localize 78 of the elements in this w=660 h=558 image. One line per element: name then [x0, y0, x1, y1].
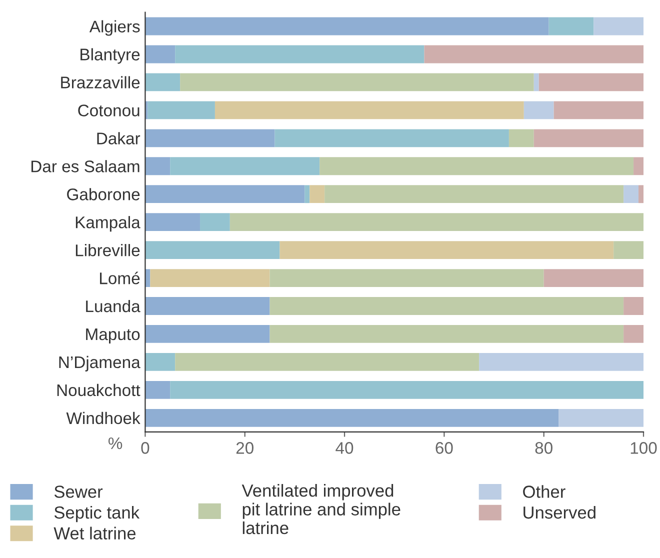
bar [614, 241, 644, 260]
bar [175, 353, 480, 371]
bar [145, 157, 170, 176]
bar [145, 353, 176, 371]
bar [534, 73, 539, 92]
bar [594, 17, 644, 36]
y-tick-label: Luanda [86, 300, 140, 312]
bar [320, 157, 634, 176]
y-tick-label: Nouakchott [57, 384, 140, 396]
bar [544, 269, 644, 287]
bar [304, 185, 310, 204]
y-tick-label: Dar es Salaam [31, 160, 140, 172]
x-tick-label: 100 [630, 442, 657, 454]
bar [270, 297, 624, 315]
legend-label: Ventilated improved pit latrine and simple latrine [242, 484, 400, 534]
bar [310, 185, 325, 204]
bar [145, 213, 200, 232]
bar [180, 73, 534, 92]
bar [624, 325, 644, 343]
x-tick-label: 20 [236, 442, 254, 454]
bar [638, 185, 644, 204]
bar [270, 269, 544, 287]
bar [548, 17, 594, 36]
bar [534, 129, 644, 148]
x-tick-label: 80 [535, 442, 552, 454]
bar [145, 17, 549, 36]
bar [554, 101, 644, 120]
bar [145, 408, 559, 427]
bar [624, 297, 644, 315]
y-tick-label: Windhoek [66, 412, 140, 424]
y-tick-label: Dakar [97, 132, 140, 144]
bar [230, 213, 644, 232]
y-tick-label: Algiers [89, 20, 140, 36]
bar [274, 129, 509, 148]
legend-label: Wet latrine [54, 526, 136, 540]
bar [145, 45, 176, 64]
bar [145, 73, 180, 92]
x-axis-title: % [108, 437, 122, 450]
bar [170, 380, 644, 399]
y-tick-label: Libreville [76, 244, 140, 256]
bar [200, 213, 230, 232]
bar [424, 45, 644, 64]
bar [524, 101, 554, 120]
bar [175, 45, 424, 64]
bar [508, 129, 534, 148]
bar [214, 101, 524, 120]
bar [145, 380, 170, 399]
legend-label: Septic tank [54, 506, 140, 522]
bar [148, 101, 215, 120]
y-tick-label: Kampala [76, 216, 140, 232]
x-tick-label: 40 [336, 442, 354, 454]
y-tick-label: Gaborone [67, 188, 140, 200]
bar [145, 129, 275, 148]
bar [479, 353, 644, 371]
bar [145, 325, 270, 343]
y-tick-label: Brazzaville [61, 76, 140, 88]
x-tick-label: 0 [141, 442, 150, 454]
bar [150, 269, 270, 287]
x-tick-label: 60 [436, 442, 453, 454]
bar [170, 157, 320, 176]
bar [624, 185, 639, 204]
bar [280, 241, 614, 260]
bar [270, 325, 624, 343]
bar [634, 157, 644, 176]
legend-label: Other [523, 485, 566, 498]
bar [145, 297, 270, 315]
y-tick-label: Cotonou [78, 104, 140, 116]
bar [324, 185, 624, 204]
bar [538, 73, 644, 92]
y-tick-label: N’Djamena [59, 356, 140, 372]
legend-label: Sewer [54, 486, 103, 498]
y-tick-label: Lomé [100, 272, 140, 284]
y-tick-label: Blantyre [80, 48, 140, 64]
bar [145, 185, 305, 204]
bar [558, 408, 644, 427]
y-tick-label: Maputo [86, 328, 140, 344]
bar [145, 241, 280, 260]
legend-label: Unserved [524, 506, 596, 519]
